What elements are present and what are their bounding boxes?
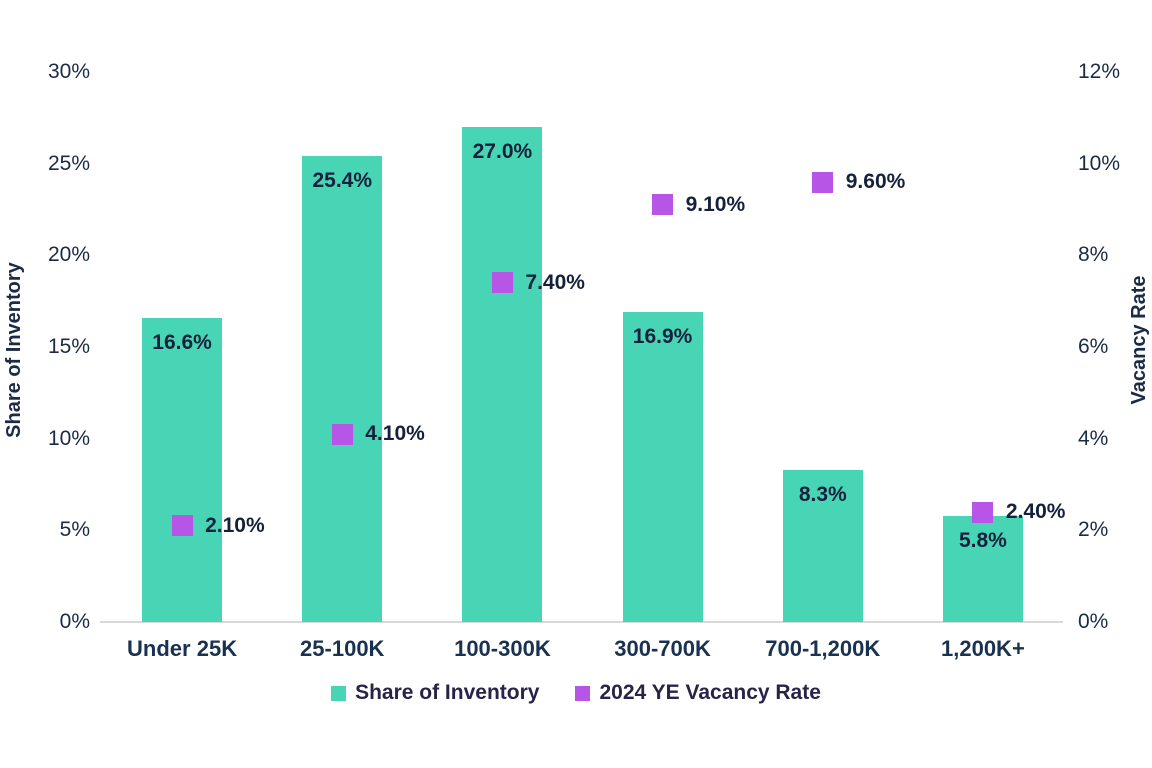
right-axis-tick: 8% — [1078, 243, 1109, 267]
bar-value-label: 27.0% — [472, 140, 533, 163]
vacancy-value-label: 9.10% — [685, 192, 746, 216]
bar — [462, 127, 543, 622]
vacancy-marker — [491, 272, 513, 294]
bar — [302, 156, 383, 622]
vacancy-marker — [171, 515, 193, 537]
legend-item-vacancy-rate: 2024 YE Vacancy Rate — [575, 680, 821, 706]
left-axis-tick: 20% — [47, 243, 90, 267]
left-axis-tick: 10% — [47, 426, 90, 450]
category-label: 700-1,200K — [765, 636, 881, 661]
left-axis-tick: 30% — [47, 60, 90, 83]
vacancy-value-label: 7.40% — [525, 270, 585, 294]
bar — [782, 469, 863, 622]
bar-value-label: 5.8% — [958, 528, 1007, 552]
left-axis-tick: 0% — [59, 610, 90, 633]
vacancy-marker — [331, 423, 353, 445]
legend-label-vacancy: 2024 YE Vacancy Rate — [599, 681, 821, 704]
category-label: 1,200K+ — [941, 636, 1025, 661]
category-label: Under 25K — [127, 636, 238, 661]
bar-value-label: 8.3% — [798, 482, 847, 506]
left-axis-tick: 5% — [59, 518, 90, 542]
bar — [942, 515, 1023, 622]
bar — [622, 312, 703, 622]
legend-swatch-vacancy — [575, 685, 591, 701]
bar-value-label: 16.9% — [632, 325, 693, 349]
legend-swatch-inventory — [331, 685, 347, 701]
left-axis-tick: 15% — [47, 335, 90, 358]
right-axis-tick: 2% — [1078, 518, 1109, 542]
bar-value-label: 25.4% — [312, 169, 373, 193]
legend: Share of Inventory 2024 YE Vacancy Rate — [0, 680, 1152, 706]
bar — [142, 317, 223, 622]
legend-item-share-of-inventory: Share of Inventory — [331, 680, 539, 706]
vacancy-value-label: 2.10% — [205, 513, 265, 537]
vacancy-marker — [652, 194, 674, 216]
legend-label-inventory: Share of Inventory — [355, 681, 540, 704]
vacancy-value-label: 9.60% — [845, 170, 906, 193]
vacancy-marker — [972, 501, 994, 523]
vacancy-marker — [812, 171, 834, 193]
category-label: 100-300K — [454, 636, 551, 661]
category-label: 25-100K — [300, 636, 385, 661]
left-axis-tick: 25% — [47, 151, 90, 175]
vacancy-value-label: 4.10% — [365, 422, 425, 446]
bar-value-label: 16.6% — [152, 330, 212, 354]
category-label: 300-700K — [614, 636, 711, 661]
vacancy-value-label: 2.40% — [1005, 500, 1066, 523]
x-axis-line — [100, 621, 1063, 623]
right-axis-tick: 4% — [1078, 426, 1109, 450]
right-axis-tick: 10% — [1078, 151, 1121, 175]
right-axis-tick: 12% — [1078, 60, 1121, 83]
right-axis-tick: 0% — [1078, 610, 1109, 633]
right-axis-tick: 6% — [1078, 335, 1109, 358]
